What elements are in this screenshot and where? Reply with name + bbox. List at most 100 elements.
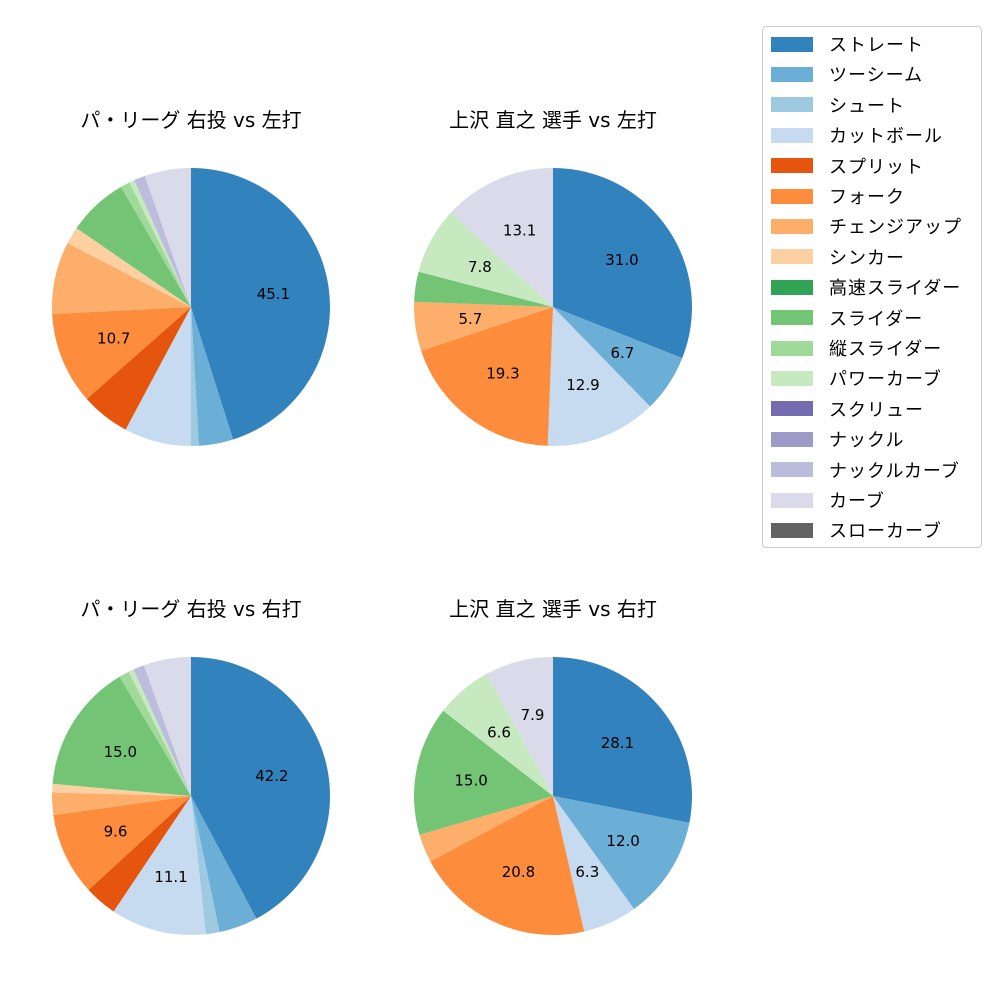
legend-label: スプリット bbox=[829, 156, 924, 178]
legend-item: フォーク bbox=[771, 186, 905, 208]
legend-label: ツーシーム bbox=[829, 65, 924, 87]
pie-slice bbox=[67, 228, 191, 307]
pie-slice bbox=[52, 307, 191, 399]
legend-item: シンカー bbox=[771, 247, 905, 269]
chart-title: パ・リーグ 右投 vs 左打 bbox=[80, 108, 302, 132]
legend-item: ナックルカーブ bbox=[771, 460, 960, 482]
pie-slice bbox=[191, 307, 234, 446]
pie-slice bbox=[414, 710, 553, 835]
legend-swatch bbox=[771, 66, 813, 82]
slice-value-label: 20.8 bbox=[502, 863, 535, 881]
pie-slice bbox=[553, 657, 693, 823]
legend-label: 縦スライダー bbox=[829, 339, 943, 360]
pie-slice bbox=[52, 792, 191, 816]
legend-label: スローカーブ bbox=[829, 521, 942, 543]
slice-value-label: 15.0 bbox=[454, 771, 487, 789]
chart-title: パ・リーグ 右投 vs 右打 bbox=[80, 597, 302, 621]
pie-slice bbox=[547, 307, 651, 447]
slice-value-label: 6.7 bbox=[610, 344, 634, 362]
pie-slice bbox=[191, 307, 199, 446]
pie-slice bbox=[421, 307, 553, 446]
pie-slice bbox=[451, 168, 553, 307]
pie-slice bbox=[52, 676, 191, 796]
legend-item: ストレート bbox=[771, 34, 924, 56]
legend-item: チェンジアップ bbox=[771, 216, 962, 239]
legend-label: シュート bbox=[829, 95, 905, 117]
legend-item: スクリュー bbox=[771, 399, 924, 421]
slice-value-label: 11.1 bbox=[154, 868, 187, 886]
chart-title: 上沢 直之 選手 vs 右打 bbox=[449, 597, 657, 621]
pie-slice bbox=[191, 657, 331, 919]
pie-slice bbox=[134, 175, 191, 307]
legend-label: パワーカーブ bbox=[829, 369, 942, 391]
legend-item: 高速スライダー bbox=[771, 277, 961, 299]
pie-slice bbox=[76, 186, 191, 307]
legend-swatch bbox=[771, 36, 813, 52]
legend-swatch bbox=[771, 279, 813, 295]
pie-slice bbox=[414, 301, 553, 351]
pie-slice bbox=[414, 271, 553, 307]
legend-swatch bbox=[771, 310, 813, 326]
pie-slice bbox=[553, 168, 693, 359]
slice-value-label: 12.9 bbox=[566, 376, 599, 394]
pie-slice bbox=[191, 168, 331, 440]
slice-value-label: 9.6 bbox=[104, 823, 128, 841]
pie-slice bbox=[419, 796, 553, 862]
legend-item: スライダー bbox=[771, 308, 923, 330]
legend: ストレートツーシームシュートカットボール スプリットフォークチェンジアップシンカー… bbox=[762, 26, 982, 548]
slice-value-label: 28.1 bbox=[601, 734, 634, 752]
pie-slice bbox=[86, 307, 191, 430]
legend-swatch bbox=[771, 340, 813, 356]
pie-slice bbox=[133, 665, 191, 796]
legend-swatch bbox=[771, 462, 813, 478]
legend-label: チェンジアップ bbox=[829, 217, 962, 239]
pie-slice bbox=[128, 669, 191, 796]
pie-slice bbox=[125, 307, 191, 446]
legend-label: ナックルカーブ bbox=[829, 460, 960, 482]
pie-slice bbox=[443, 673, 553, 796]
legend-item: スローカーブ bbox=[771, 520, 942, 543]
legend-swatch bbox=[771, 522, 813, 538]
slice-value-label: 31.0 bbox=[605, 251, 638, 269]
slice-value-label: 45.1 bbox=[257, 285, 290, 303]
legend-item: パワーカーブ bbox=[771, 368, 942, 391]
legend-label: カットボール bbox=[829, 126, 943, 148]
legend-label: スクリュー bbox=[829, 399, 924, 421]
pie-slice bbox=[53, 796, 191, 890]
legend-label: カーブ bbox=[829, 491, 885, 512]
legend-swatch bbox=[771, 218, 813, 234]
pie-slice bbox=[119, 671, 191, 796]
pie-slice bbox=[52, 243, 192, 314]
legend-swatch bbox=[771, 401, 813, 417]
slice-value-label: 42.2 bbox=[255, 767, 288, 785]
slice-value-label: 13.1 bbox=[503, 222, 536, 240]
slice-value-label: 5.7 bbox=[459, 310, 483, 328]
legend-item: スプリット bbox=[771, 156, 924, 178]
pie-slice bbox=[553, 307, 683, 407]
legend-item: カーブ bbox=[771, 490, 885, 512]
pie-slice bbox=[88, 796, 191, 912]
legend-swatch bbox=[771, 431, 813, 447]
slice-value-label: 6.3 bbox=[575, 863, 599, 881]
slice-value-label: 12.0 bbox=[606, 832, 639, 850]
pie-slice bbox=[129, 180, 191, 307]
legend-label: ナックル bbox=[829, 430, 905, 452]
slice-value-label: 7.9 bbox=[521, 706, 545, 724]
slice-value-label: 10.7 bbox=[97, 329, 130, 347]
pie-slice bbox=[486, 657, 553, 796]
pie-slice bbox=[120, 182, 191, 307]
legend-label: ストレート bbox=[829, 35, 924, 56]
pie-slice bbox=[113, 796, 206, 935]
legend-label: フォーク bbox=[829, 187, 905, 208]
legend-item: シュート bbox=[771, 95, 905, 117]
slice-value-label: 15.0 bbox=[104, 743, 137, 761]
legend-item: ナックル bbox=[771, 429, 905, 452]
pie-slice bbox=[191, 796, 220, 935]
legend-swatch bbox=[771, 158, 813, 174]
legend-swatch bbox=[771, 249, 813, 265]
legend-item: 縦スライダー bbox=[771, 338, 943, 360]
